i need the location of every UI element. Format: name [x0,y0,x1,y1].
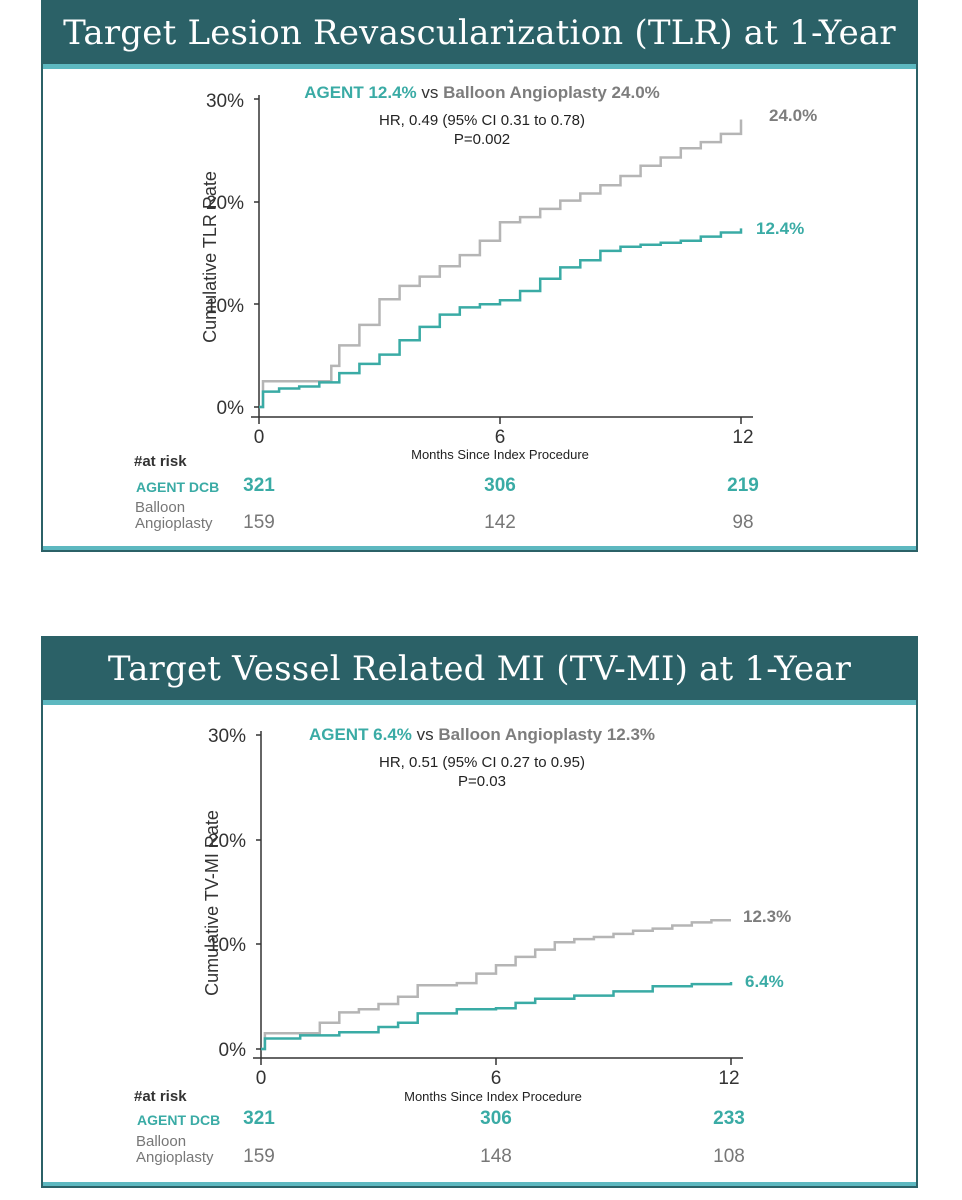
tlr-y-axis: 30% 20% 10% 0% Cumulative TLR Rate [200,91,260,419]
tlr-x-axis-label: Months Since Index Procedure [411,447,589,462]
tlr-balloon-end-label: 24.0% [769,106,817,125]
tlr-x-tick-label: 12 [732,427,753,448]
tlr-y-axis-label: Cumulative TLR Rate [200,171,220,343]
tlr-at-risk-balloon-label-line1: Balloon [135,499,186,516]
tvmi-agent-curve [261,982,733,1051]
tlr-at-risk-balloon-12: 98 [732,512,754,533]
tvmi-hazard-ratio: HR, 0.51 (95% CI 0.27 to 0.95) [379,754,585,771]
tvmi-at-risk-balloon-0: 159 [243,1146,275,1167]
tlr-x-tick-label: 0 [254,427,265,448]
tlr-panel-title: Target Lesion Revascularization (TLR) at… [43,2,916,64]
tlr-at-risk-balloon-label: Balloon Angioplasty [135,500,213,532]
tvmi-annotation-headline: AGENT 6.4% vs Balloon Angioplasty 12.3% [309,725,655,744]
tvmi-at-risk-balloon-6: 148 [480,1146,512,1167]
tvmi-chart: 30% 20% 10% 0% Cumulative TV-MI Rate 0 6… [202,725,791,1104]
tlr-at-risk-agent-0: 321 [243,475,275,496]
tlr-panel: Target Lesion Revascularization (TLR) at… [41,0,918,552]
tlr-annotation-headline: AGENT 12.4% vs Balloon Angioplasty 24.0% [304,83,660,102]
tvmi-balloon-end-label: 12.3% [743,907,791,926]
tlr-annotation: AGENT 12.4% vs Balloon Angioplasty 24.0%… [304,83,660,148]
tvmi-annotation-vs: vs [417,725,434,744]
tlr-y-tick-label: 10% [206,296,244,317]
tvmi-x-tick-label: 0 [256,1068,267,1089]
tvmi-y-tick-label: 20% [208,831,246,852]
tvmi-panel: Target Vessel Related MI (TV-MI) at 1-Ye… [41,636,918,1188]
tvmi-p-value: P=0.03 [458,773,506,790]
tvmi-y-axis-label: Cumulative TV-MI Rate [202,810,222,996]
tlr-annotation-balloon: Balloon Angioplasty 24.0% [443,83,660,102]
tlr-hazard-ratio: HR, 0.49 (95% CI 0.31 to 0.78) [379,112,585,129]
tvmi-agent-end-label: 6.4% [745,972,784,991]
tlr-at-risk-agent-label: AGENT DCB [136,479,220,495]
tlr-at-risk-agent-6: 306 [484,475,516,496]
tvmi-panel-title: Target Vessel Related MI (TV-MI) at 1-Ye… [43,638,916,700]
tvmi-x-tick-label: 6 [491,1068,502,1089]
tlr-balloon-curve [259,119,743,409]
tlr-y-tick-label: 30% [206,91,244,112]
tvmi-at-risk-balloon-label-line1: Balloon [136,1133,187,1150]
tlr-title-stripe [43,64,916,69]
tvmi-x-tick-label: 12 [718,1068,739,1089]
tvmi-title-stripe [43,700,916,705]
tvmi-at-risk-heading: #at risk [134,1088,187,1105]
tvmi-y-axis: 30% 20% 10% 0% Cumulative TV-MI Rate [202,726,262,1061]
tvmi-x-axis: 0 6 12 Months Since Index Procedure [253,1057,743,1104]
tvmi-at-risk-agent-0: 321 [243,1108,275,1129]
tvmi-annotation: AGENT 6.4% vs Balloon Angioplasty 12.3% … [309,725,655,790]
tlr-at-risk-balloon-label-line2: Angioplasty [135,515,213,532]
tlr-y-tick-label: 20% [206,193,244,214]
tvmi-y-tick-label: 0% [219,1040,247,1061]
tvmi-annotation-balloon: Balloon Angioplasty 12.3% [438,725,655,744]
tvmi-at-risk-balloon-label: Balloon Angioplasty [136,1134,214,1166]
tvmi-x-axis-label: Months Since Index Procedure [404,1089,582,1104]
tlr-x-tick-label: 6 [495,427,506,448]
tvmi-at-risk-agent-12: 233 [713,1108,745,1129]
tlr-y-tick-label: 0% [217,398,245,419]
tlr-agent-end-label: 12.4% [756,219,804,238]
tlr-at-risk-balloon-6: 142 [484,512,516,533]
tvmi-y-tick-label: 30% [208,726,246,747]
tvmi-at-risk-balloon-12: 108 [713,1146,745,1167]
tlr-at-risk-balloon-0: 159 [243,512,275,533]
tlr-x-axis: 0 6 12 Months Since Index Procedure [251,416,754,462]
tvmi-at-risk-agent-6: 306 [480,1108,512,1129]
tvmi-bottom-stripe [43,1182,916,1186]
tlr-chart: 30% 20% 10% 0% Cumulative TLR Rate 0 6 1… [200,83,817,462]
tlr-at-risk-agent-12: 219 [727,475,759,496]
tvmi-y-tick-label: 10% [208,935,246,956]
tlr-annotation-vs: vs [421,83,438,102]
tvmi-balloon-curve [261,919,731,1051]
tlr-bottom-stripe [43,546,916,550]
tvmi-at-risk-agent-label: AGENT DCB [137,1112,221,1128]
tlr-p-value: P=0.002 [454,131,510,148]
tvmi-annotation-agent: AGENT 6.4% [309,725,412,744]
tvmi-at-risk-balloon-label-line2: Angioplasty [136,1149,214,1166]
tlr-at-risk-heading: #at risk [134,453,187,470]
tlr-annotation-agent: AGENT 12.4% [304,83,416,102]
tlr-agent-curve [259,228,743,409]
